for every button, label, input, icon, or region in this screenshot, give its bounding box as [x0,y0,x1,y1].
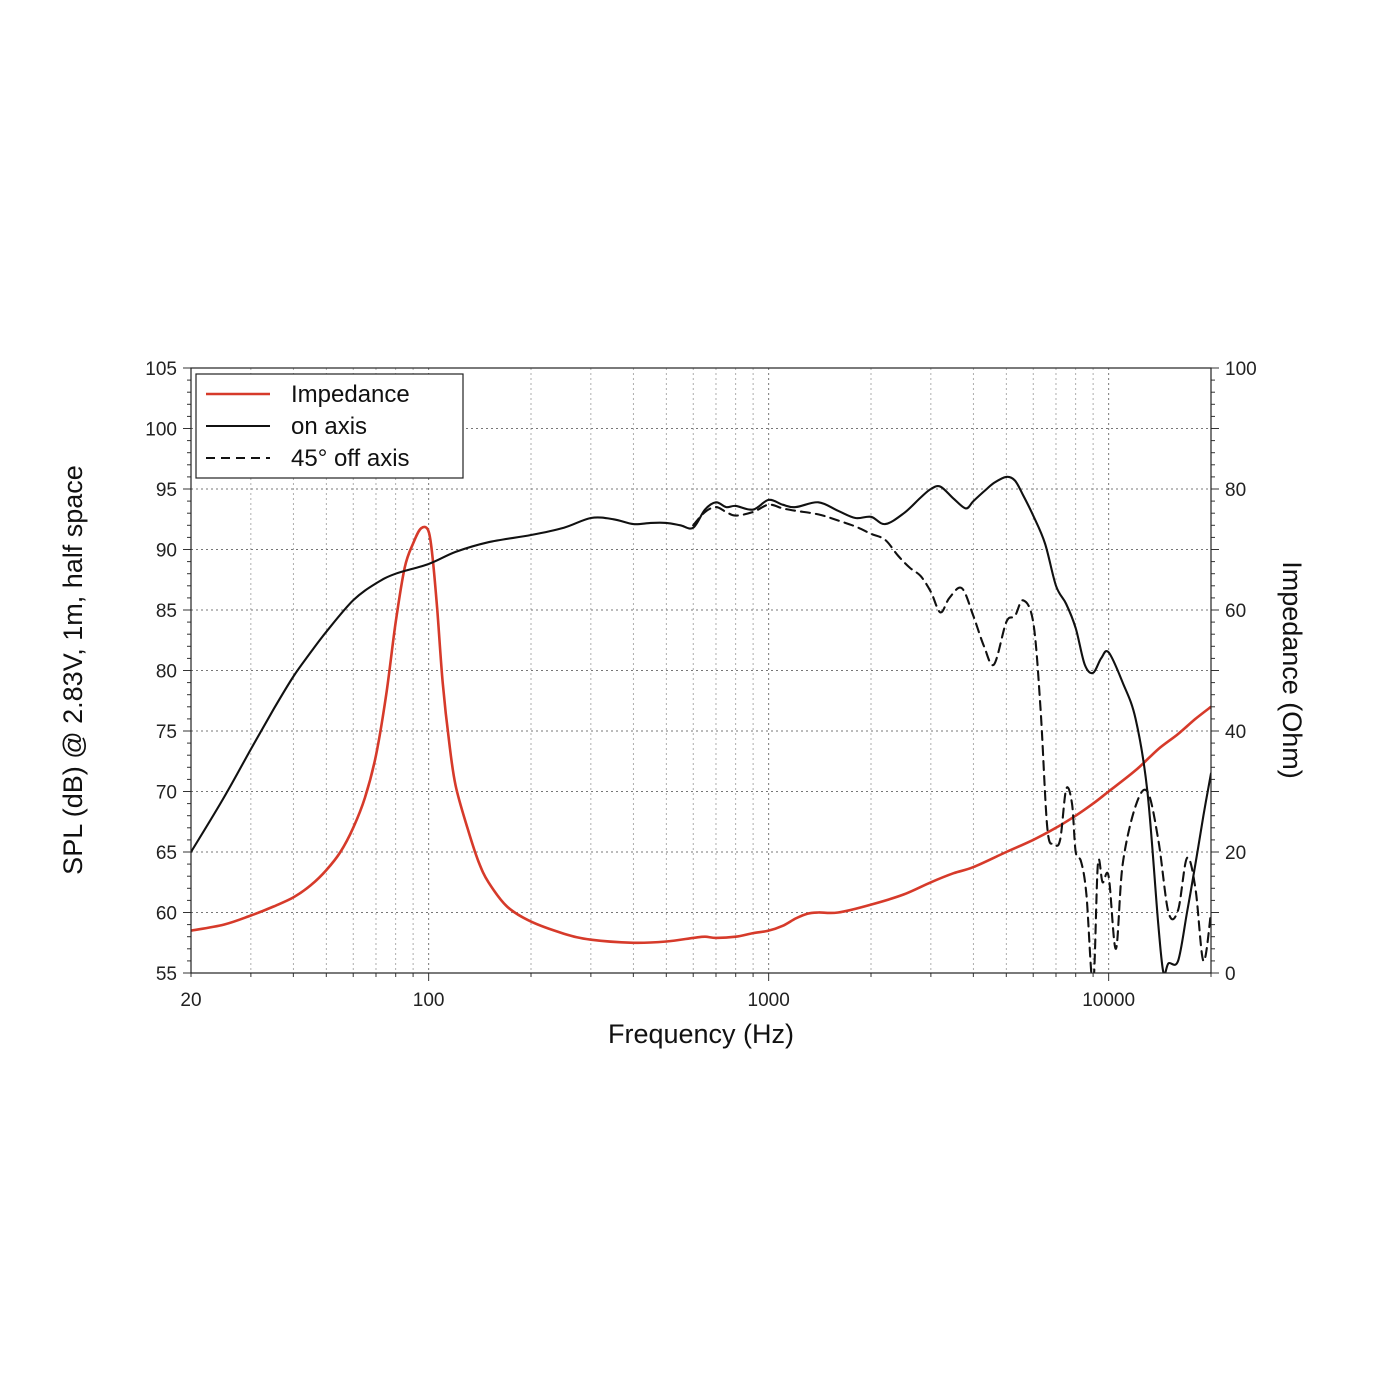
y-tick-label: 100 [145,420,177,441]
y-tick-label: 80 [156,662,177,683]
x-tick-label: 10000 [1082,990,1135,1011]
x-axis-title: Frequency (Hz) [608,1019,794,1049]
tick-labels: 20 100 1000 10000 55 60 65 70 75 80 85 90 95 100 105 0 2… [145,359,1256,1011]
legend-label-on-axis: on axis [291,413,367,440]
plot-frame [190,367,1212,974]
y-tick-label: 90 [156,541,177,562]
impedance-curve [191,525,1211,945]
legend-label-impedance: Impedance [291,381,410,408]
off-axis-curve [692,503,1211,973]
minor-ticks [183,367,1219,981]
y-tick-label: 85 [156,601,177,622]
x-tick-label: 100 [413,990,445,1011]
y-tick-label: 70 [156,783,177,804]
y-tick-label: 75 [156,722,177,743]
y2-tick-label: 40 [1225,722,1246,743]
legend: Impedance on axis 45° off axis [195,373,464,479]
y-axis-title: SPL (dB) @ 2.83V, 1m, half space [58,465,88,875]
y-tick-label: 55 [156,964,177,985]
on-axis-curve [191,475,1211,973]
y-tick-label: 65 [156,843,177,864]
legend-label-off-axis: 45° off axis [291,445,410,472]
x-tick-label: 1000 [748,990,790,1011]
y2-tick-label: 0 [1225,964,1236,985]
y2-tick-label: 100 [1225,359,1257,380]
y2-axis-title: Impedance (Ohm) [1277,561,1307,779]
y-tick-label: 60 [156,904,177,925]
y2-tick-label: 60 [1225,601,1246,622]
y2-tick-label: 80 [1225,480,1246,501]
y-tick-label: 105 [145,359,177,380]
y-tick-label: 95 [156,480,177,501]
series-lines [191,475,1211,973]
y2-tick-label: 20 [1225,843,1246,864]
x-tick-label: 20 [180,990,201,1011]
